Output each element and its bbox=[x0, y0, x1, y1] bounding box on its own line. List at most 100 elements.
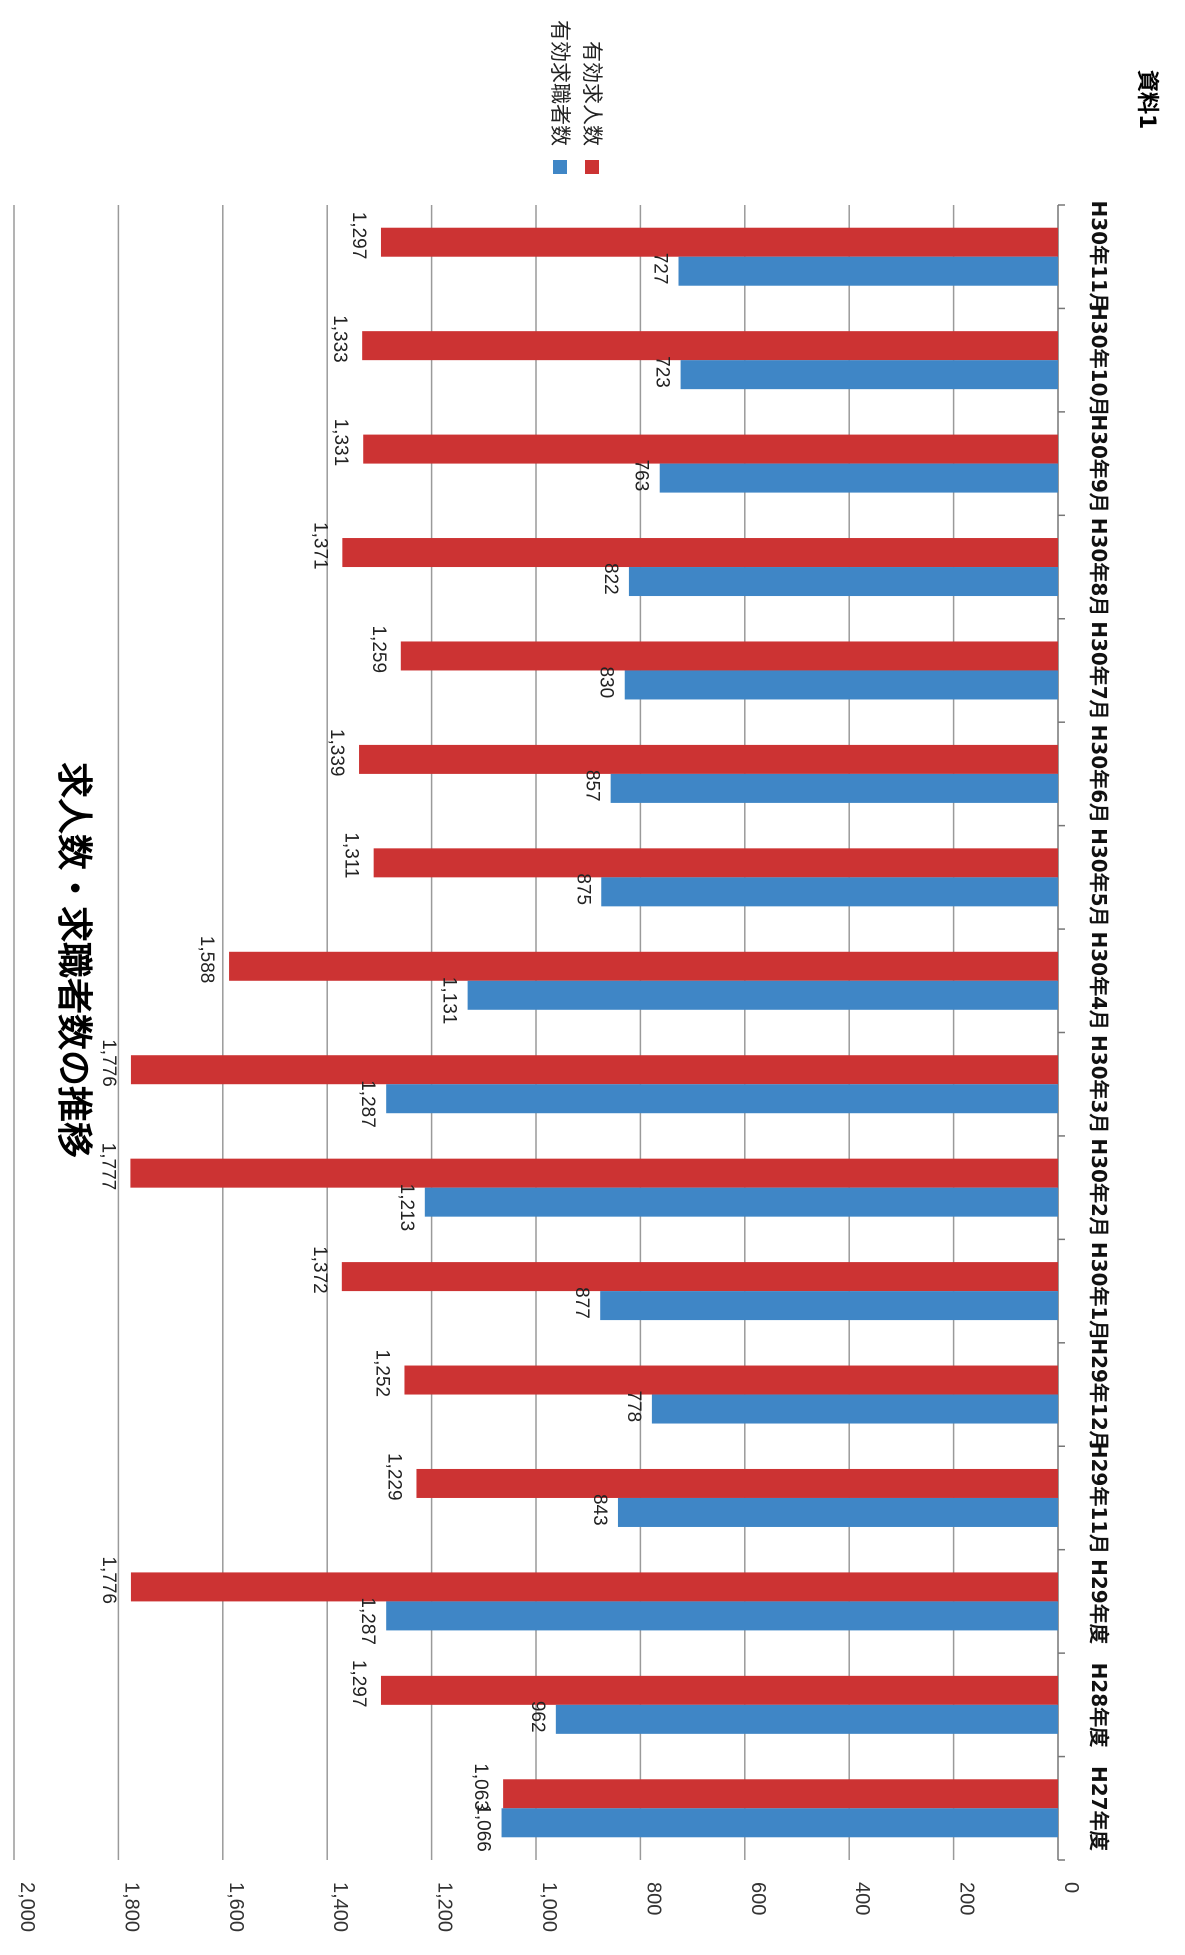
data-label-job-seekers: 822 bbox=[600, 563, 621, 595]
data-label-job-openings: 1,588 bbox=[196, 936, 217, 984]
bar-job-seekers bbox=[555, 1704, 1058, 1734]
category-label: H29年12月 bbox=[1087, 1338, 1111, 1450]
bar-job-seekers bbox=[467, 980, 1058, 1010]
data-label-job-seekers: 1,213 bbox=[396, 1184, 417, 1232]
data-label-job-seekers: 875 bbox=[572, 873, 593, 905]
category-label: H30年11月 bbox=[1087, 201, 1111, 313]
data-label-job-seekers: 830 bbox=[596, 666, 617, 698]
bar-job-openings bbox=[130, 1055, 1059, 1085]
data-label-job-openings: 1,297 bbox=[348, 212, 369, 260]
value-tick-label: 800 bbox=[642, 1882, 664, 1915]
category-label: H30年2月 bbox=[1087, 1138, 1111, 1237]
bar-job-openings bbox=[373, 848, 1059, 878]
data-label-job-seekers: 843 bbox=[589, 1494, 610, 1526]
legend-swatch bbox=[585, 160, 599, 174]
bar-job-seekers bbox=[610, 773, 1058, 803]
bar-job-seekers bbox=[624, 670, 1058, 700]
data-label-job-seekers: 1,287 bbox=[357, 1080, 378, 1128]
category-label: H29年度 bbox=[1087, 1559, 1111, 1645]
data-label-job-openings: 1,259 bbox=[368, 625, 389, 673]
value-tick-label: 2,000 bbox=[16, 1882, 38, 1932]
value-axis-labels: 0 200 400 600 800 1,000 1,200 1,400 1,600 1,800 2,… bbox=[16, 1882, 1082, 1932]
data-label-job-openings: 1,372 bbox=[309, 1246, 330, 1294]
data-label-job-openings: 1,776 bbox=[98, 1556, 119, 1604]
bar-job-openings bbox=[342, 538, 1058, 568]
bar-job-seekers bbox=[424, 1187, 1059, 1217]
data-label-job-openings: 1,311 bbox=[341, 832, 362, 878]
category-label: H30年4月 bbox=[1087, 932, 1111, 1031]
data-label-job-openings: 1,297 bbox=[348, 1660, 369, 1708]
data-label-job-openings: 1,252 bbox=[371, 1350, 392, 1398]
data-label-job-openings: 1,063 bbox=[470, 1763, 491, 1811]
bar-job-openings bbox=[130, 1572, 1059, 1602]
bar-job-seekers bbox=[386, 1601, 1058, 1631]
value-tick-label: 1,200 bbox=[434, 1882, 456, 1932]
data-label-job-openings: 1,339 bbox=[326, 729, 347, 777]
bar-job-seekers bbox=[628, 567, 1058, 597]
category-label: H29年11月 bbox=[1087, 1442, 1111, 1554]
category-label: H30年5月 bbox=[1087, 828, 1111, 927]
data-label-job-seekers: 857 bbox=[582, 770, 603, 802]
data-label-job-seekers: 723 bbox=[652, 356, 673, 388]
data-label-job-openings: 1,776 bbox=[98, 1039, 119, 1087]
legend-swatch bbox=[553, 160, 567, 174]
data-label-job-openings: 1,777 bbox=[97, 1143, 118, 1191]
category-label: H30年8月 bbox=[1087, 518, 1111, 617]
data-label-job-openings: 1,333 bbox=[329, 315, 350, 363]
bar-job-seekers bbox=[601, 877, 1058, 907]
data-label-job-seekers: 778 bbox=[623, 1391, 644, 1423]
value-tick-label: 600 bbox=[747, 1882, 769, 1915]
category-label: H30年10月 bbox=[1087, 304, 1111, 416]
value-tick-label: 200 bbox=[956, 1882, 978, 1915]
category-label: H30年3月 bbox=[1087, 1035, 1111, 1134]
legend-label: 有効求人数 bbox=[580, 41, 604, 146]
bar-job-openings bbox=[380, 1675, 1058, 1705]
category-label: H27年度 bbox=[1087, 1766, 1111, 1852]
data-label-job-seekers: 763 bbox=[631, 460, 652, 492]
bar-job-openings bbox=[404, 1365, 1058, 1395]
data-label-job-openings: 1,229 bbox=[383, 1453, 404, 1501]
bar-job-openings bbox=[380, 227, 1058, 257]
data-label-job-openings: 1,331 bbox=[330, 419, 351, 467]
legend: 有効求職者数 有効求人数 bbox=[548, 20, 604, 174]
bar-job-seekers bbox=[600, 1291, 1058, 1321]
bar-job-openings bbox=[362, 331, 1058, 361]
data-label-job-seekers: 727 bbox=[650, 253, 671, 285]
data-label-job-seekers: 877 bbox=[571, 1287, 592, 1319]
legend-label: 有効求職者数 bbox=[548, 20, 572, 146]
bar-job-openings bbox=[363, 434, 1058, 464]
bar-job-openings bbox=[229, 951, 1059, 981]
data-label-job-seekers: 1,287 bbox=[357, 1597, 378, 1645]
value-tick-label: 1,800 bbox=[120, 1882, 142, 1932]
data-label-job-seekers: 962 bbox=[527, 1701, 548, 1733]
category-label: H30年7月 bbox=[1087, 621, 1111, 720]
bar-job-seekers bbox=[678, 256, 1058, 286]
value-tick-label: 0 bbox=[1060, 1882, 1082, 1893]
bar-job-seekers bbox=[659, 463, 1058, 493]
bar-job-seekers bbox=[501, 1808, 1059, 1838]
data-label-job-seekers: 1,066 bbox=[473, 1804, 494, 1852]
bar-job-openings bbox=[130, 1158, 1058, 1188]
bar-job-seekers bbox=[386, 1084, 1058, 1114]
bar-job-seekers bbox=[617, 1497, 1058, 1527]
category-axis bbox=[1057, 204, 1065, 1861]
bar-job-openings bbox=[416, 1468, 1058, 1498]
document-label: 資料1 bbox=[1134, 70, 1160, 129]
category-label: H30年6月 bbox=[1087, 725, 1111, 824]
bar-job-openings bbox=[400, 641, 1058, 671]
data-label-job-seekers: 1,131 bbox=[439, 977, 460, 1025]
chart-title: 求人数・求職者数の推移 bbox=[53, 762, 94, 1158]
value-tick-label: 1,600 bbox=[225, 1882, 247, 1932]
value-tick-label: 1,400 bbox=[329, 1882, 351, 1932]
value-tick-label: 1,000 bbox=[538, 1882, 560, 1932]
bar-job-openings bbox=[341, 1262, 1058, 1292]
data-label-job-openings: 1,371 bbox=[309, 522, 330, 570]
category-label: H28年度 bbox=[1087, 1663, 1111, 1749]
category-label: H30年1月 bbox=[1087, 1242, 1111, 1341]
bar-job-seekers bbox=[651, 1394, 1058, 1424]
bars bbox=[130, 227, 1059, 1838]
bar-job-seekers bbox=[680, 360, 1058, 390]
